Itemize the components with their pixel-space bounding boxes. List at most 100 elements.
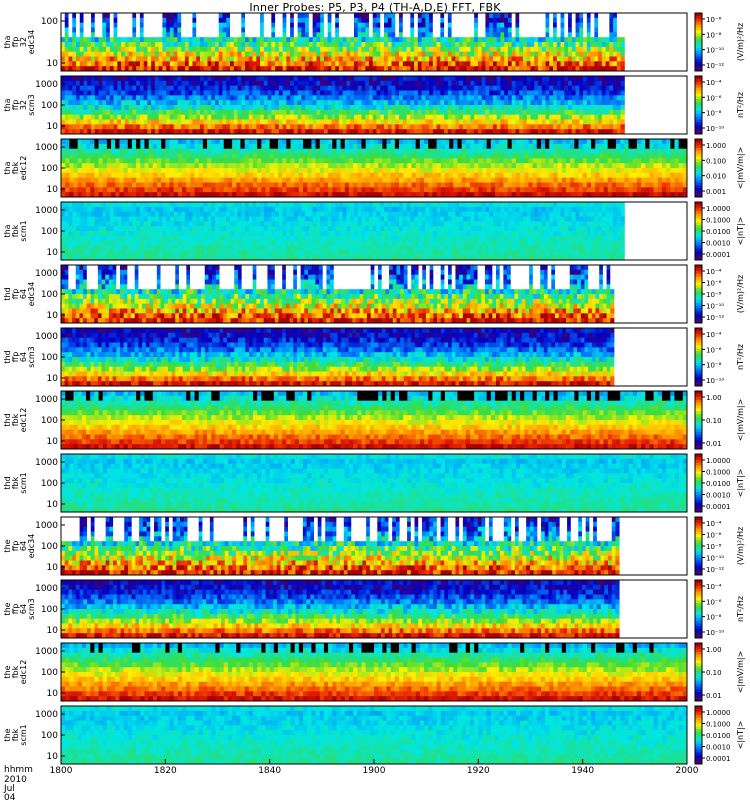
colorbar-tick-label: 10⁻⁸ <box>706 291 722 299</box>
colorbar-tick-label: 1.00 <box>706 646 722 654</box>
y-axis-label-line: scm3 <box>27 598 36 619</box>
colorbar-tick-label: 10⁻¹⁰ <box>706 47 724 55</box>
colorbar-tick-label: 10⁻⁶ <box>706 16 722 24</box>
colorbar-tick-label: 10⁻¹⁰ <box>706 555 724 563</box>
panel-10: 101001000theffp64scm310⁻⁴10⁻⁶10⁻⁸10⁻¹⁰nT… <box>3 580 745 638</box>
spectrogram-image <box>61 454 687 512</box>
colorbar-tick-label: 10⁻⁸ <box>706 614 722 622</box>
colorbar-tick-label: 10⁻⁴ <box>706 331 722 339</box>
y-axis-label: thaffp32edc34 <box>3 30 36 55</box>
panel-12: 101001000thefbkscm11.00000.10000.01000.0… <box>3 706 745 764</box>
y-axis-label: thdfbkscm1 <box>3 472 28 493</box>
spectrogram-image <box>61 265 614 323</box>
y-axis-label: thefbkscm1 <box>3 724 28 745</box>
y-tick-label: 1000 <box>35 269 58 279</box>
spectrogram-image <box>61 13 625 71</box>
x-tick-label: 2000 <box>676 766 699 776</box>
colorbar-tick-label: 10⁻⁴ <box>706 520 722 528</box>
colorbar-tick-label: 10⁻⁸ <box>706 31 722 39</box>
colorbar-tick-label: 0.0001 <box>706 251 731 259</box>
colorbar-tick-label: 0.10 <box>706 669 722 677</box>
colorbar-label: nT²/Hz <box>736 596 745 622</box>
colorbar-tick-label: 0.0100 <box>706 228 731 236</box>
y-tick-label: 1000 <box>35 80 58 90</box>
colorbar-tick-label: 10⁻⁴ <box>706 583 722 591</box>
y-tick-label: 1000 <box>35 521 58 531</box>
y-axis-label-line: scm3 <box>27 346 36 367</box>
panel-9: 101001000theffp64edc3410⁻⁴10⁻⁶10⁻⁸10⁻¹⁰1… <box>3 517 745 575</box>
colorbar-tick-label: 0.0100 <box>706 732 731 740</box>
colorbar-tick-label: 10⁻⁶ <box>706 280 722 288</box>
panel-1: 10100thaffp32edc3410⁻⁶10⁻⁸10⁻¹⁰10⁻¹²(V/m… <box>3 13 745 71</box>
colorbar-label: <|nT|> <box>736 721 745 750</box>
y-tick-label: 100 <box>41 164 58 174</box>
colorbar-label: <|mV/m|> <box>736 651 745 694</box>
panel-2: 101001000thaffp32scm310⁻⁴10⁻⁶10⁻⁸10⁻¹⁰nT… <box>3 76 745 134</box>
colorbar-tick-label: 10⁻¹⁰ <box>706 377 724 385</box>
colorbar: 1.0000.1000.0100.001<|mV/m|> <box>695 139 745 197</box>
y-axis-label: thdffp64scm3 <box>3 346 36 367</box>
y-tick-label: 100 <box>41 290 58 300</box>
y-tick-label: 10 <box>47 500 59 510</box>
colorbar: 10⁻⁴ 10⁻⁶ 10⁻⁸ 10⁻¹⁰ 10⁻¹² (V/m)²/Hz <box>695 517 745 575</box>
y-axis-label: thaffp32scm3 <box>3 94 36 115</box>
x-tick-label: 1820 <box>154 766 177 776</box>
panel-5: 101001000thdffp64edc3410⁻⁴10⁻⁶10⁻⁸10⁻¹⁰1… <box>3 265 745 323</box>
y-axis-label-line: edc34 <box>27 282 36 307</box>
y-tick-label: 100 <box>41 101 58 111</box>
y-tick-label: 10 <box>47 689 59 699</box>
panel-6: 101001000thdffp64scm310⁻⁴10⁻⁶10⁻⁸10⁻¹⁰nT… <box>3 328 745 386</box>
y-tick-label: 10 <box>47 626 59 636</box>
y-axis-label: theffp64scm3 <box>3 598 36 619</box>
colorbar-tick-label: 0.10 <box>706 417 722 425</box>
colorbar-tick-label: 1.0000 <box>706 457 731 465</box>
y-tick-label: 1000 <box>35 395 58 405</box>
colorbar-tick-label: 0.0001 <box>706 503 731 511</box>
y-axis-label: theffp64edc34 <box>3 534 36 559</box>
colorbar-tick-label: 10⁻⁶ <box>706 532 722 540</box>
x-tick-label: 1940 <box>571 766 594 776</box>
colorbar-tick-label: 0.1000 <box>706 217 731 225</box>
colorbar-tick-label: 0.0010 <box>706 240 731 248</box>
y-tick-label: 10 <box>47 185 59 195</box>
y-axis-label: thafbkscm1 <box>3 220 28 241</box>
colorbar-tick-label: 10⁻⁸ <box>706 543 722 551</box>
colorbar-tick-label: 0.001 <box>706 188 726 196</box>
y-tick-label: 100 <box>41 605 58 615</box>
spectrogram-image <box>61 643 687 701</box>
colorbar-label: (V/m)²/Hz <box>736 527 745 565</box>
colorbar: 1.000.100.01<|mV/m|> <box>695 643 745 701</box>
colorbar-tick-label: 0.0100 <box>706 480 731 488</box>
y-axis-label: thdfbkedc12 <box>3 408 28 433</box>
colorbar-tick-label: 10⁻⁸ <box>706 362 722 370</box>
panel-3: 101001000thafbkedc121.0000.1000.0100.001… <box>3 139 745 197</box>
spectrogram-image <box>61 580 620 638</box>
y-axis-label-line: scm1 <box>19 472 28 493</box>
x-tick-label: 1800 <box>50 766 73 776</box>
y-axis-label: thafbkedc12 <box>3 156 28 181</box>
colorbar: 1.000.100.01<|mV/m|> <box>695 391 745 449</box>
colorbar-tick-label: 10⁻⁶ <box>706 598 722 606</box>
colorbar-label: <|nT|> <box>736 217 745 246</box>
y-tick-label: 10 <box>47 248 59 258</box>
colorbar-tick-label: 10⁻¹² <box>706 566 724 574</box>
colorbar-tick-label: 0.100 <box>706 157 726 165</box>
y-tick-label: 10 <box>47 563 59 573</box>
y-tick-label: 100 <box>41 17 58 27</box>
colorbar-tick-label: 0.1000 <box>706 721 731 729</box>
y-tick-label: 1000 <box>35 458 58 468</box>
spectrogram-image <box>61 139 687 197</box>
y-tick-label: 100 <box>41 479 58 489</box>
y-axis-label-line: scm1 <box>19 220 28 241</box>
y-axis-label-line: edc12 <box>19 156 28 181</box>
y-tick-label: 1000 <box>35 647 58 657</box>
y-tick-label: 1000 <box>35 206 58 216</box>
y-axis-label-line: edc34 <box>27 534 36 559</box>
colorbar-tick-label: 10⁻⁴ <box>706 79 722 87</box>
